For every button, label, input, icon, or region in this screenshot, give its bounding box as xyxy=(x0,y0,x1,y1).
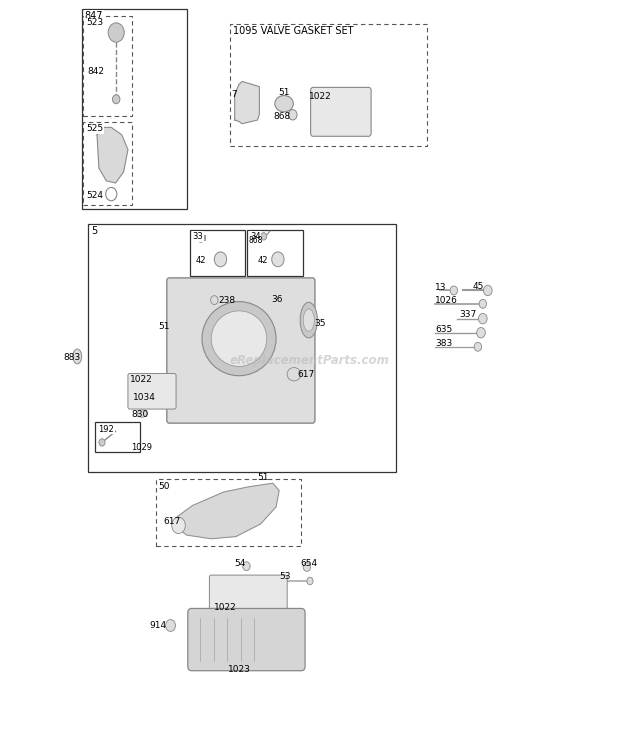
Text: 868: 868 xyxy=(273,112,290,121)
FancyBboxPatch shape xyxy=(128,373,176,409)
Text: 54: 54 xyxy=(235,559,246,568)
Circle shape xyxy=(450,286,458,295)
Text: 7: 7 xyxy=(231,89,237,98)
FancyBboxPatch shape xyxy=(188,609,305,670)
Circle shape xyxy=(211,295,218,304)
Bar xyxy=(156,479,301,546)
Bar xyxy=(88,224,396,472)
Ellipse shape xyxy=(287,368,301,381)
Text: 5: 5 xyxy=(91,226,97,236)
Circle shape xyxy=(303,562,311,571)
Text: 51: 51 xyxy=(158,321,170,330)
Text: 337: 337 xyxy=(459,310,477,318)
Bar xyxy=(82,9,187,209)
Ellipse shape xyxy=(303,309,314,331)
FancyBboxPatch shape xyxy=(167,278,315,423)
Polygon shape xyxy=(177,483,279,539)
Text: 51: 51 xyxy=(257,473,269,483)
Circle shape xyxy=(477,327,485,338)
Circle shape xyxy=(172,517,185,533)
Ellipse shape xyxy=(137,410,147,417)
Ellipse shape xyxy=(202,301,276,376)
Ellipse shape xyxy=(73,349,82,364)
Ellipse shape xyxy=(300,302,317,338)
Circle shape xyxy=(479,313,487,324)
Text: 13: 13 xyxy=(435,283,447,292)
Text: 523: 523 xyxy=(87,19,104,28)
Ellipse shape xyxy=(275,95,293,112)
Text: 42: 42 xyxy=(196,257,206,266)
Text: 238: 238 xyxy=(219,295,236,304)
Text: 34: 34 xyxy=(250,232,261,241)
Text: 1022: 1022 xyxy=(130,375,153,384)
Text: 914: 914 xyxy=(149,621,167,630)
Circle shape xyxy=(166,620,175,632)
Bar xyxy=(247,230,303,275)
FancyBboxPatch shape xyxy=(311,87,371,136)
Circle shape xyxy=(215,252,227,267)
Ellipse shape xyxy=(211,311,267,367)
Text: eReplacementParts.com: eReplacementParts.com xyxy=(230,354,390,368)
Text: 53: 53 xyxy=(279,572,291,581)
Circle shape xyxy=(272,252,284,267)
Text: 36: 36 xyxy=(272,295,283,304)
Text: 830: 830 xyxy=(131,410,148,419)
Text: 635: 635 xyxy=(435,325,453,334)
Circle shape xyxy=(197,234,205,243)
Text: 45: 45 xyxy=(472,281,484,290)
Circle shape xyxy=(105,187,117,201)
Circle shape xyxy=(99,439,105,446)
Bar xyxy=(230,24,427,146)
Text: 1034: 1034 xyxy=(133,393,156,402)
Text: 50: 50 xyxy=(159,481,170,491)
Text: 847: 847 xyxy=(85,11,103,21)
Circle shape xyxy=(479,299,487,308)
Text: 51: 51 xyxy=(278,88,290,97)
Text: 654: 654 xyxy=(301,559,318,568)
Circle shape xyxy=(260,233,267,240)
Polygon shape xyxy=(235,81,259,124)
Circle shape xyxy=(307,577,313,585)
Text: 1026: 1026 xyxy=(435,296,458,305)
Bar xyxy=(84,16,131,116)
Text: 617: 617 xyxy=(164,517,181,526)
Polygon shape xyxy=(97,127,128,183)
Circle shape xyxy=(242,562,250,571)
Text: 842: 842 xyxy=(88,67,105,77)
Bar xyxy=(95,423,140,452)
Circle shape xyxy=(474,342,482,351)
Text: 525: 525 xyxy=(87,124,104,133)
Text: 1095 VALVE GASKET SET: 1095 VALVE GASKET SET xyxy=(233,26,353,36)
Text: 524: 524 xyxy=(87,191,104,200)
Bar xyxy=(190,230,245,275)
Text: 1029: 1029 xyxy=(131,443,152,452)
Text: 883: 883 xyxy=(63,353,81,362)
Text: 383: 383 xyxy=(435,339,453,348)
Text: 1022: 1022 xyxy=(309,92,332,100)
Circle shape xyxy=(112,94,120,103)
Text: 192: 192 xyxy=(99,425,114,434)
Text: 1023: 1023 xyxy=(228,665,250,675)
Circle shape xyxy=(288,109,297,120)
Bar xyxy=(84,122,131,205)
Text: 617: 617 xyxy=(298,370,315,379)
Text: 42: 42 xyxy=(257,257,268,266)
Text: 35: 35 xyxy=(314,318,326,327)
Text: 868: 868 xyxy=(248,236,263,245)
Circle shape xyxy=(484,285,492,295)
FancyBboxPatch shape xyxy=(210,575,287,615)
Circle shape xyxy=(108,23,124,42)
Text: 33: 33 xyxy=(193,232,203,241)
Text: 1022: 1022 xyxy=(215,603,237,612)
